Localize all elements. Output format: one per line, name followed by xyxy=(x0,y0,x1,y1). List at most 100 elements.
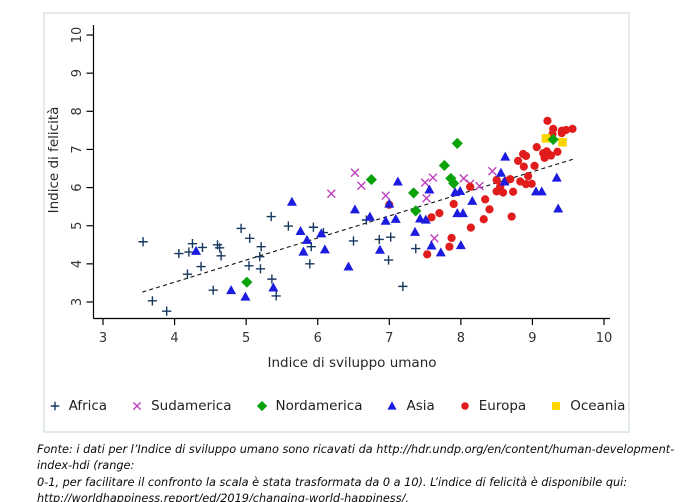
point-asia xyxy=(343,261,354,271)
point-sudamerica xyxy=(487,166,497,176)
point-africa xyxy=(187,239,198,249)
point-europa xyxy=(498,188,508,197)
diamond-marker-icon xyxy=(256,400,267,412)
point-europa xyxy=(568,124,577,133)
point-sudamerica xyxy=(381,191,391,200)
data-points xyxy=(138,116,577,316)
point-europa xyxy=(506,175,515,184)
y-axis-title: Indice di felicità xyxy=(46,107,62,214)
point-europa xyxy=(543,116,552,125)
point-asia xyxy=(191,245,202,255)
point-europa xyxy=(447,233,456,243)
legend-item-nordamerica: Nordamerica xyxy=(255,398,363,414)
legend-label: Africa xyxy=(68,398,108,414)
point-europa xyxy=(481,195,490,204)
x-tick-label: 4 xyxy=(170,331,178,346)
y-tick-label: 8 xyxy=(70,107,85,115)
point-africa xyxy=(305,259,315,269)
point-sudamerica xyxy=(459,174,469,183)
footnote: Fonte: i dati per l’Indice di sviluppo u… xyxy=(37,442,685,502)
point-africa xyxy=(256,242,266,252)
point-europa xyxy=(527,179,536,188)
point-europa xyxy=(557,128,566,138)
point-sudamerica xyxy=(428,173,438,183)
point-europa xyxy=(514,156,523,165)
point-asia xyxy=(268,282,279,292)
point-europa xyxy=(549,124,558,133)
point-asia xyxy=(553,203,564,213)
point-africa xyxy=(398,281,408,291)
point-europa xyxy=(519,162,528,171)
point-nordamerica xyxy=(365,173,377,186)
point-europa xyxy=(507,212,516,221)
point-africa xyxy=(215,243,225,253)
point-europa xyxy=(553,147,562,156)
x-tick-label: 5 xyxy=(242,331,250,346)
square-marker-icon xyxy=(552,402,561,410)
y-tick-label: 4 xyxy=(70,260,85,268)
point-africa xyxy=(271,291,281,301)
y-tick-label: 10 xyxy=(70,27,85,44)
point-africa xyxy=(216,251,226,261)
point-sudamerica xyxy=(475,181,484,191)
point-asia xyxy=(435,247,446,257)
point-europa xyxy=(532,143,541,152)
point-africa xyxy=(174,248,184,259)
point-africa xyxy=(184,247,194,257)
point-asia xyxy=(467,195,478,205)
point-europa xyxy=(492,175,501,185)
x-tick-label: 10 xyxy=(596,331,613,346)
x-tick-label: 7 xyxy=(385,331,393,346)
point-africa xyxy=(245,233,255,243)
point-europa xyxy=(524,172,533,181)
point-africa xyxy=(208,285,218,295)
point-africa xyxy=(138,237,148,247)
point-asia xyxy=(424,184,435,194)
point-europa xyxy=(466,223,475,232)
point-asia xyxy=(500,151,511,161)
point-asia xyxy=(301,234,312,244)
point-nordamerica xyxy=(547,133,559,146)
point-asia xyxy=(455,186,466,196)
point-asia xyxy=(457,208,468,218)
point-europa xyxy=(530,161,539,170)
point-sudamerica xyxy=(350,168,360,178)
x-marker-icon xyxy=(132,401,142,411)
point-africa xyxy=(162,306,172,316)
point-africa xyxy=(255,252,265,262)
point-europa xyxy=(479,215,488,224)
point-asia xyxy=(390,213,401,223)
point-asia xyxy=(392,176,403,186)
point-nordamerica xyxy=(408,187,420,199)
legend-label: Nordamerica xyxy=(275,398,363,414)
point-asia xyxy=(415,213,426,223)
point-africa xyxy=(386,232,396,242)
point-asia xyxy=(455,240,466,250)
point-asia xyxy=(499,176,510,186)
point-asia xyxy=(380,215,391,225)
legend: Africa Sudamerica Nordamerica Asia Europa Oce… xyxy=(45,396,628,416)
scatter-plot: 3 4 5 6 7 8 9 10 3 4 5 6 7 8 9 10 Indice di felicità In… xyxy=(46,25,612,371)
point-europa xyxy=(485,205,494,214)
axes: 3 4 5 6 7 8 9 10 3 4 5 6 7 8 9 10 xyxy=(70,25,612,346)
legend-item-europa: Europa xyxy=(458,398,526,414)
legend-label: Sudamerica xyxy=(151,398,232,414)
plus-marker-icon xyxy=(50,401,59,411)
point-africa xyxy=(255,264,266,274)
point-asia xyxy=(319,244,330,254)
point-asia xyxy=(349,204,360,214)
legend-label: Oceania xyxy=(570,398,626,414)
point-asia xyxy=(286,196,297,206)
point-africa xyxy=(411,244,421,254)
point-asia xyxy=(295,226,306,236)
point-asia xyxy=(536,186,547,196)
point-africa xyxy=(196,261,206,272)
point-asia xyxy=(551,172,562,182)
circle-marker-icon xyxy=(460,402,469,410)
point-africa xyxy=(244,261,254,271)
x-tick-label: 8 xyxy=(457,331,465,346)
triangle-marker-icon xyxy=(387,401,398,410)
footnote-line-1: Fonte: i dati per l’Indice di sviluppo u… xyxy=(37,443,675,473)
point-nordamerica xyxy=(410,205,422,217)
point-asia xyxy=(364,211,375,221)
